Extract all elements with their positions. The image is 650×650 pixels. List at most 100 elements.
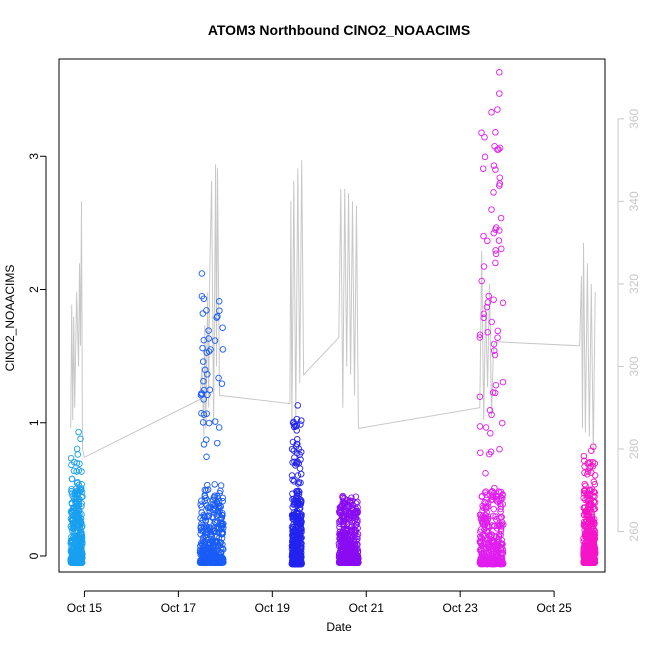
data-point xyxy=(214,507,222,515)
data-point xyxy=(294,507,301,515)
data-point xyxy=(587,532,594,539)
data-point xyxy=(291,454,298,461)
data-point xyxy=(582,496,589,504)
data-point xyxy=(347,533,354,541)
data-point xyxy=(483,536,491,544)
data-point xyxy=(297,525,304,533)
data-point xyxy=(497,557,505,564)
data-point xyxy=(215,374,222,382)
data-point xyxy=(488,206,495,213)
data-point xyxy=(476,423,484,430)
data-point xyxy=(591,472,599,479)
data-point xyxy=(497,214,505,222)
data-point xyxy=(212,552,219,559)
data-point xyxy=(580,490,588,497)
data-point xyxy=(476,331,484,338)
data-point xyxy=(476,334,484,341)
data-point xyxy=(78,468,85,475)
series-1 xyxy=(67,428,86,566)
data-point xyxy=(354,533,361,541)
data-point xyxy=(68,510,75,517)
data-point xyxy=(499,491,506,498)
data-point xyxy=(293,436,301,443)
data-point xyxy=(496,445,503,453)
data-point xyxy=(73,468,80,475)
y2-tick-label: 280 xyxy=(627,439,641,459)
data-point xyxy=(294,516,302,524)
data-point xyxy=(297,470,305,478)
data-point xyxy=(488,318,495,326)
data-point xyxy=(198,410,205,417)
data-point xyxy=(482,469,489,477)
data-point xyxy=(294,458,301,466)
data-point xyxy=(584,468,592,475)
data-point xyxy=(482,505,490,512)
data-point xyxy=(498,245,505,253)
data-point xyxy=(211,337,219,344)
data-point xyxy=(490,347,498,354)
data-point xyxy=(347,509,354,517)
data-point xyxy=(68,475,76,483)
data-point xyxy=(68,559,75,566)
data-point xyxy=(217,482,225,489)
data-point xyxy=(339,499,347,506)
data-point xyxy=(294,560,302,568)
data-point xyxy=(583,490,591,498)
data-point xyxy=(345,548,353,555)
data-point xyxy=(583,528,590,535)
data-point xyxy=(355,555,362,562)
data-point xyxy=(491,560,499,567)
data-point xyxy=(204,481,211,489)
data-point xyxy=(218,519,225,526)
y2-tick-label: 360 xyxy=(627,109,641,129)
data-point xyxy=(217,487,224,495)
data-point xyxy=(200,511,207,519)
data-point xyxy=(214,493,221,500)
series-5 xyxy=(476,69,507,568)
data-point xyxy=(199,516,206,524)
data-point xyxy=(219,541,226,548)
x-tick-label: Oct 19 xyxy=(255,601,291,615)
data-point xyxy=(495,237,503,244)
data-point xyxy=(205,419,213,427)
data-point xyxy=(70,458,78,466)
data-point xyxy=(204,558,211,566)
data-point xyxy=(591,516,598,523)
data-point xyxy=(348,494,355,501)
data-point xyxy=(215,551,223,558)
data-point xyxy=(354,518,361,526)
data-point xyxy=(200,377,207,385)
data-point xyxy=(483,303,491,311)
data-point xyxy=(298,498,305,506)
data-point xyxy=(486,407,494,414)
data-point xyxy=(347,498,354,506)
data-point xyxy=(78,544,85,551)
data-point xyxy=(294,402,302,409)
data-point xyxy=(295,490,303,498)
data-point xyxy=(341,507,349,515)
data-point xyxy=(294,472,302,479)
data-point xyxy=(295,487,302,495)
data-point xyxy=(216,307,223,314)
series-3 xyxy=(288,402,305,568)
data-point xyxy=(219,545,226,552)
data-point xyxy=(492,381,500,389)
data-point xyxy=(490,340,498,348)
data-point xyxy=(494,146,501,153)
data-point xyxy=(203,307,210,314)
data-point xyxy=(73,558,80,566)
data-point xyxy=(73,544,81,551)
secondary-line-layer xyxy=(70,160,596,459)
data-point xyxy=(68,537,75,545)
data-point xyxy=(353,521,360,528)
data-point xyxy=(583,547,591,555)
data-point xyxy=(588,447,595,454)
data-point xyxy=(74,451,82,458)
data-point xyxy=(293,440,301,448)
data-point xyxy=(77,520,84,527)
data-point xyxy=(354,535,361,543)
data-point xyxy=(288,472,296,479)
data-point xyxy=(499,494,506,502)
data-point xyxy=(478,542,485,549)
data-point xyxy=(583,508,590,516)
